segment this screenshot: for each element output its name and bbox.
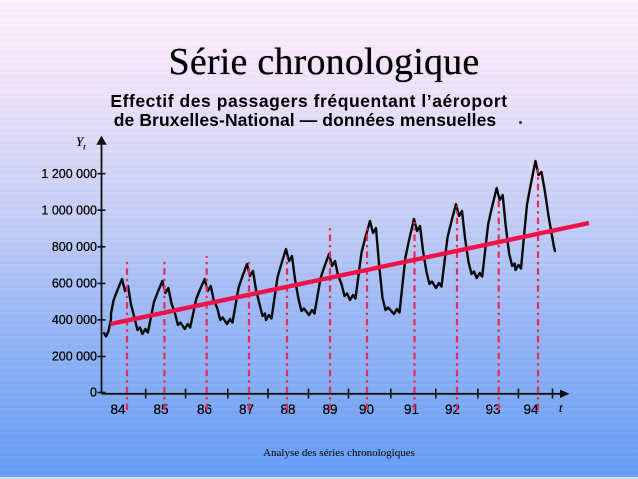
svg-text:84: 84 bbox=[110, 402, 126, 417]
svg-text:1 000 000: 1 000 000 bbox=[41, 203, 97, 217]
svg-text:94: 94 bbox=[523, 402, 539, 417]
svg-text:86: 86 bbox=[197, 402, 212, 417]
svg-text:0: 0 bbox=[90, 386, 97, 400]
svg-text:93: 93 bbox=[485, 402, 500, 417]
svg-text:800 000: 800 000 bbox=[52, 240, 97, 254]
svg-text:Yt: Yt bbox=[76, 134, 86, 152]
svg-text:85: 85 bbox=[153, 402, 168, 417]
svg-text:1 200 000: 1 200 000 bbox=[41, 167, 97, 181]
svg-text:200 000: 200 000 bbox=[52, 350, 97, 364]
svg-text:600 000: 600 000 bbox=[52, 277, 97, 291]
svg-text:87: 87 bbox=[239, 402, 254, 417]
svg-text:91: 91 bbox=[404, 402, 419, 417]
svg-text:400 000: 400 000 bbox=[52, 313, 97, 327]
svg-text:t: t bbox=[559, 401, 563, 415]
